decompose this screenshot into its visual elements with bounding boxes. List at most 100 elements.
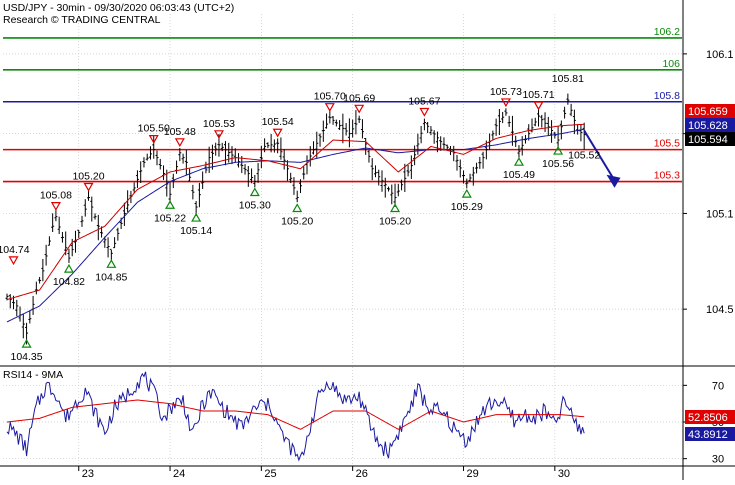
forecast-arrow-head	[606, 174, 621, 188]
rsi-ma-line	[6, 399, 585, 430]
swing-high-marker	[272, 128, 283, 138]
swing-marker: 105.20	[72, 170, 105, 192]
level-label: 105.5	[654, 138, 680, 150]
swing-high-marker	[174, 138, 185, 148]
price-annotation: 105.81	[552, 73, 584, 85]
ma-long-line	[6, 128, 585, 323]
swing-low-marker	[63, 263, 74, 273]
swing-marker: 105.29	[451, 188, 483, 213]
swing-marker: 105.14	[180, 212, 212, 237]
last-price-box	[685, 132, 735, 146]
swing-high-marker	[83, 182, 94, 192]
swing-high-label: 105.67	[408, 95, 440, 107]
forecast-arrow-shaft	[583, 129, 615, 180]
rsi-last-label: 43.8912	[688, 429, 728, 441]
price-tick-label: 106.1	[706, 49, 734, 61]
swing-low-marker	[461, 188, 472, 198]
rsi-last-label: 52.8506	[688, 412, 728, 424]
swing-high-marker	[500, 98, 511, 108]
swing-high-marker	[419, 107, 430, 117]
swing-marker: 105.49	[503, 156, 535, 181]
swing-low-label: 104.35	[11, 351, 43, 363]
level-label: 106	[662, 58, 680, 70]
swing-high-label: 104.74	[0, 244, 30, 256]
price-panel: 106.2 106 105.8 105.5 105.3 104.74 104.35 105.0…	[0, 14, 683, 365]
swing-high-label: 105.71	[522, 89, 554, 101]
swing-marker: 104.85	[95, 259, 128, 283]
last-price-label: 105.594	[688, 134, 728, 146]
swing-low-marker	[249, 187, 260, 197]
day-tick-label: 30	[558, 468, 570, 480]
swing-marker: 105.22	[154, 200, 186, 224]
swing-high-marker	[533, 101, 544, 111]
swing-low-label: 105.22	[154, 212, 186, 224]
swing-marker: 105.20	[379, 203, 411, 227]
swing-low-marker	[191, 212, 202, 222]
swing-marker: 105.70	[314, 91, 346, 112]
last-price-box	[685, 104, 735, 118]
swing-marker: 105.20	[281, 203, 313, 227]
last-price-box	[685, 118, 735, 132]
swing-high-label: 105.20	[72, 170, 104, 182]
chart-source: Research © TRADING CENTRAL	[3, 14, 161, 26]
swing-low-marker	[292, 203, 303, 213]
rsi-title: RSI14 - 9MA	[3, 369, 63, 381]
swing-low-marker	[390, 203, 401, 213]
swing-marker: 105.30	[239, 187, 271, 212]
swing-low-label: 104.85	[95, 271, 127, 283]
swing-high-marker	[324, 103, 335, 112]
swing-high-marker	[213, 130, 224, 140]
swing-marker: 105.54	[262, 116, 294, 138]
day-tick-label: 26	[356, 468, 368, 480]
swing-low-marker	[553, 145, 564, 155]
swing-marker: 105.50	[138, 123, 170, 144]
swing-high-marker	[8, 256, 19, 266]
swing-low-label: 105.30	[239, 200, 271, 212]
swing-low-marker	[21, 338, 32, 348]
swing-marker: 105.81	[552, 73, 584, 85]
swing-low-label: 105.49	[503, 169, 535, 181]
rsi-tick-label: 30	[712, 454, 724, 466]
price-annotation: 105.52	[568, 149, 600, 161]
swing-marker: 105.56	[542, 145, 574, 170]
swing-low-marker	[165, 200, 176, 209]
chart-title: USD/JPY - 30min - 09/30/2020 06:03:43 (U…	[3, 2, 234, 14]
swing-high-label: 105.08	[40, 190, 72, 202]
day-tick-label: 24	[173, 468, 185, 480]
swing-marker: 105.53	[203, 118, 235, 140]
ma-short-line	[6, 123, 585, 301]
level-label: 105.8	[654, 90, 680, 102]
swing-low-label: 105.14	[180, 225, 212, 237]
swing-high-label: 105.69	[343, 92, 375, 104]
day-tick-label: 29	[467, 468, 479, 480]
swing-marker: 105.48	[164, 126, 196, 148]
rsi-tick-label: 70	[712, 380, 724, 392]
rsi-line	[6, 371, 585, 462]
price-tick-label: 104.5	[706, 304, 734, 316]
swing-marker: 105.52	[568, 149, 600, 161]
day-tick-label: 23	[82, 468, 94, 480]
swing-high-label: 105.73	[490, 86, 522, 98]
swing-marker: 105.08	[40, 190, 72, 211]
swing-high-label: 105.53	[203, 118, 235, 130]
swing-low-marker	[513, 156, 524, 166]
swing-low-label: 104.82	[53, 276, 85, 288]
price-tick-label: 105.1	[706, 208, 734, 220]
day-tick-label: 25	[264, 468, 276, 480]
swing-low-label: 105.29	[451, 201, 483, 213]
swing-high-label: 105.48	[164, 126, 196, 138]
rsi-last-box	[685, 427, 735, 441]
swing-marker: 105.71	[522, 89, 555, 111]
swing-low-marker	[106, 259, 117, 268]
swing-marker: 104.82	[53, 263, 85, 288]
swing-marker: 105.67	[408, 95, 441, 117]
swing-high-label: 105.54	[262, 116, 294, 128]
swing-high-marker	[354, 104, 365, 114]
swing-high-marker	[50, 202, 61, 211]
swing-low-label: 105.20	[281, 215, 313, 227]
swing-low-label: 105.20	[379, 215, 411, 227]
